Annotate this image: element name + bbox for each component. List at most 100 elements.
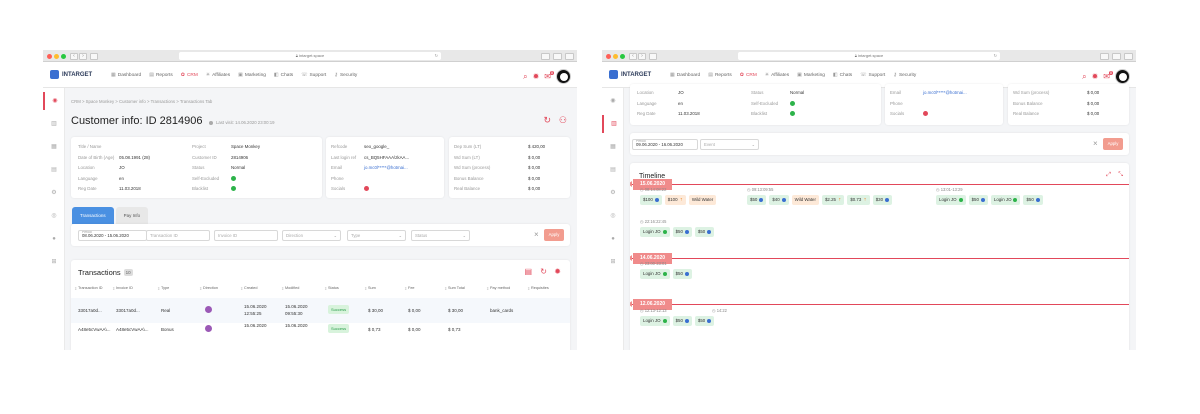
sort-icon[interactable]: ⇕ xyxy=(444,287,448,291)
close-window-button[interactable] xyxy=(606,53,611,59)
event-chip[interactable]: Login JO xyxy=(640,269,670,279)
refresh-icon[interactable]: ↻ xyxy=(540,267,547,276)
forward-button[interactable]: › xyxy=(79,52,87,60)
clear-filters-icon[interactable]: × xyxy=(534,230,539,239)
app-logo[interactable]: INTARGET xyxy=(50,70,92,79)
period-field[interactable]: Period 09.06.2020 - 16.06.2020 xyxy=(632,139,698,150)
sort-icon[interactable]: ⇕ xyxy=(404,287,408,291)
sort-icon[interactable]: ⇕ xyxy=(486,287,490,291)
reload-icon[interactable]: ↻ xyxy=(434,53,438,58)
back-button[interactable]: ‹ xyxy=(629,52,637,60)
event-chip[interactable]: $50 xyxy=(672,269,692,279)
search-icon[interactable]: ⌕ xyxy=(1082,71,1087,81)
status-select[interactable]: Status ⌄ xyxy=(411,230,470,241)
event-chip[interactable]: $40 xyxy=(769,195,789,205)
address-bar[interactable]: 🔒︎ intarget.space ↻ xyxy=(179,52,441,60)
clear-filters-icon[interactable]: × xyxy=(1093,139,1098,148)
close-window-button[interactable] xyxy=(47,53,52,59)
type-select[interactable]: Type ⌄ xyxy=(347,230,406,241)
column-header[interactable]: Requisites xyxy=(531,286,549,290)
tab-transactions[interactable]: Transactions xyxy=(72,207,114,224)
address-bar[interactable]: 🔒︎ intarget.space ↻ xyxy=(738,52,1000,60)
nav-item-security[interactable]: ⚷ Security xyxy=(893,72,916,78)
sort-icon[interactable]: ⇕ xyxy=(199,287,203,291)
event-chip[interactable]: Login JO xyxy=(990,195,1021,205)
new-tab-button[interactable] xyxy=(1124,52,1133,60)
sort-icon[interactable]: ⇕ xyxy=(157,287,161,291)
sidebar-item-documents[interactable]: ▤ xyxy=(43,161,65,179)
event-chip[interactable]: Login JO xyxy=(640,227,670,237)
sort-icon[interactable]: ⇕ xyxy=(112,287,116,291)
sort-icon[interactable]: ⇕ xyxy=(527,287,531,291)
nav-item-support[interactable]: ☏ Support xyxy=(301,72,326,78)
event-chip[interactable]: Wild Water xyxy=(791,195,819,205)
nav-item-affiliates[interactable]: ✳ Affiliates xyxy=(206,72,230,78)
nav-item-marketing[interactable]: ▣ Marketing xyxy=(797,72,825,78)
column-header[interactable]: Transaction ID xyxy=(78,286,103,290)
sidebar-item-settings[interactable]: ⚙ xyxy=(43,184,65,202)
event-chip[interactable]: $50 xyxy=(747,195,767,205)
sort-icon[interactable]: ⇕ xyxy=(364,287,368,291)
collapse-icon[interactable]: ⤡ xyxy=(1118,172,1123,178)
share-button[interactable] xyxy=(1100,52,1109,60)
maximize-window-button[interactable] xyxy=(61,53,66,59)
sort-icon[interactable]: ⇕ xyxy=(281,287,285,291)
settings-icon[interactable]: ✹ xyxy=(532,71,540,81)
column-header[interactable]: Invoice ID xyxy=(116,286,133,290)
event-chip[interactable]: Login JO xyxy=(640,316,670,326)
tabs-button[interactable] xyxy=(553,52,562,60)
sidebar-item-settings[interactable]: ⚙ xyxy=(602,184,624,202)
sort-icon[interactable]: ⇕ xyxy=(74,287,78,291)
sidebar-item-globe[interactable]: ◎ xyxy=(43,207,65,225)
settings-icon[interactable]: ✹ xyxy=(554,267,561,276)
sidebar-item-globe[interactable]: ◎ xyxy=(602,207,624,225)
nav-item-affiliates[interactable]: ✳ Affiliates xyxy=(765,72,789,78)
event-chip[interactable]: $50 xyxy=(672,227,692,237)
nav-item-crm[interactable]: ✿ CRM xyxy=(740,72,757,78)
back-button[interactable]: ‹ xyxy=(70,52,78,60)
forward-button[interactable]: › xyxy=(638,52,646,60)
direction-select[interactable]: Direction ⌄ xyxy=(282,230,341,241)
column-header[interactable]: Created xyxy=(244,286,258,290)
column-header[interactable]: Sum Total xyxy=(448,286,465,290)
sort-icon[interactable]: ⇕ xyxy=(324,287,328,291)
event-chip[interactable]: $50 xyxy=(694,227,715,237)
event-chip[interactable]: $50 xyxy=(1023,195,1043,205)
column-header[interactable]: Sum xyxy=(368,286,376,290)
reload-icon[interactable]: ↻ xyxy=(993,53,997,58)
avatar[interactable] xyxy=(556,69,571,84)
info-value[interactable]: jo.mc0l*****@hotmai... xyxy=(923,90,967,95)
period-field[interactable]: Period 08.06.2020 - 15.06.2020 xyxy=(78,230,147,241)
nav-item-chats[interactable]: ◧ Chats xyxy=(833,72,852,78)
event-chip[interactable]: $30 xyxy=(872,195,893,205)
event-select[interactable]: Event ⌄ xyxy=(700,139,759,150)
nav-item-dashboard[interactable]: ▦ Dashboard xyxy=(111,72,141,78)
event-chip[interactable]: $0.73 ⇡ xyxy=(847,195,870,205)
column-header[interactable]: Pay method xyxy=(490,286,511,290)
event-chip[interactable]: Login JO xyxy=(936,195,966,205)
sidebar-item-reports[interactable]: ▥ xyxy=(602,115,624,133)
column-header[interactable]: Status xyxy=(328,286,339,290)
event-chip[interactable]: $50 xyxy=(968,195,988,205)
expand-icon[interactable]: ⤢ xyxy=(1106,172,1111,178)
event-chip[interactable]: $50 xyxy=(672,316,692,326)
settings-icon[interactable]: ✹ xyxy=(1091,71,1099,81)
info-value[interactable]: jo.mc0l*****@hotmai... xyxy=(364,165,408,171)
user-block-icon[interactable]: ⚇ xyxy=(558,115,567,125)
minimize-window-button[interactable] xyxy=(613,53,618,59)
column-header[interactable]: Direction xyxy=(203,286,218,290)
tab-pay-info[interactable]: Pay Info xyxy=(115,207,149,224)
tabs-button[interactable] xyxy=(1112,52,1121,60)
refresh-icon[interactable]: ↻ xyxy=(543,115,551,125)
nav-item-reports[interactable]: ▤ Reports xyxy=(149,72,173,78)
sidebar-item-calendar[interactable]: ▦ xyxy=(602,138,624,156)
nav-item-marketing[interactable]: ▣ Marketing xyxy=(238,72,266,78)
sidebar-item-crm[interactable]: ◉ xyxy=(43,92,65,110)
breadcrumb[interactable]: CRM > Space Monkey > Customer info > Tra… xyxy=(71,99,213,104)
notifications-icon[interactable]: ✉ 8 xyxy=(544,70,554,81)
column-header[interactable]: Fee xyxy=(408,286,415,290)
nav-item-chats[interactable]: ◧ Chats xyxy=(274,72,293,78)
event-chip[interactable]: $100 ⇡ xyxy=(664,195,686,205)
sidebar-item-calendar[interactable]: ▦ xyxy=(43,138,65,156)
new-tab-button[interactable] xyxy=(565,52,574,60)
